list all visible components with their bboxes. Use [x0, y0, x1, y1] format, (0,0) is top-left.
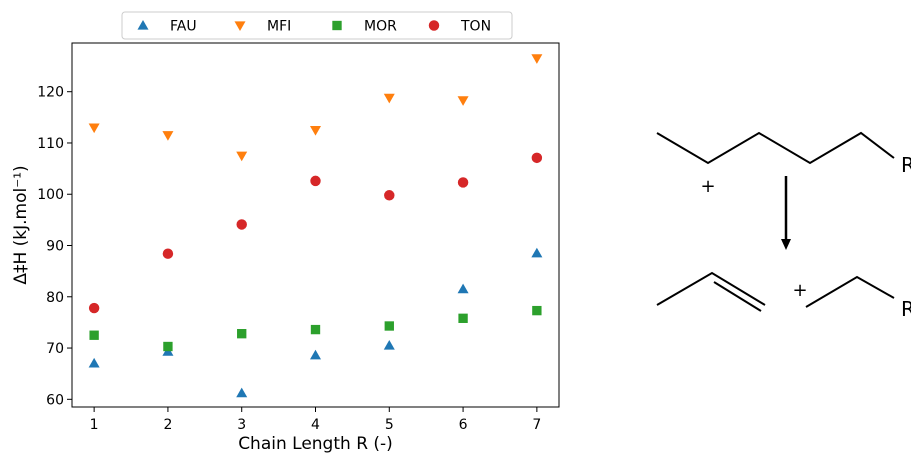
legend-marker-mor [332, 20, 342, 31]
y-tick-label: 120 [37, 85, 64, 101]
point-ton [162, 248, 174, 259]
point-mor [532, 305, 542, 316]
point-fau [383, 339, 395, 350]
point-fau [236, 387, 248, 398]
fragment-chain [805, 275, 895, 308]
scatter-chart: FAU MFI MOR TON 1 2 3 4 5 6 7 60 70 80 90 100 110 120 Ch… [11, 11, 560, 453]
point-mor [237, 329, 247, 339]
point-ton [457, 177, 469, 188]
point-mfi [236, 151, 248, 162]
point-ton [384, 190, 395, 201]
x-tick-label: 6 [459, 417, 468, 433]
x-tick-label: 1 [90, 417, 99, 433]
data-points [88, 54, 543, 398]
point-ton [310, 175, 321, 187]
y-tick-label: 110 [37, 136, 64, 152]
reactant-molecule: R + [656, 131, 911, 197]
alkene-double-bond [713, 281, 762, 312]
point-mfi [88, 123, 100, 134]
point-fau [88, 357, 100, 368]
point-mor [89, 330, 99, 340]
point-fau [457, 283, 469, 294]
point-mfi [310, 126, 321, 136]
legend-label-mfi: MFI [267, 19, 291, 35]
point-mor [163, 341, 173, 352]
legend: FAU MFI MOR TON [121, 11, 513, 40]
point-mfi [162, 131, 174, 141]
x-tick-label: 4 [311, 417, 320, 433]
reaction-arrow [781, 176, 791, 250]
legend-marker-mfi [234, 21, 246, 31]
point-mor [384, 321, 394, 331]
point-fau [310, 349, 321, 360]
y-tick-label: 90 [46, 239, 64, 255]
x-tick-label: 5 [385, 417, 394, 433]
point-mfi [383, 93, 395, 104]
product-alkene [656, 271, 766, 312]
point-mfi [457, 96, 469, 106]
y-axis-label: Δ‡H (kJ.mol⁻¹) [11, 165, 31, 284]
point-mor [310, 324, 321, 335]
y-tick-label: 100 [37, 187, 64, 203]
point-ton [531, 152, 543, 164]
reactant-chain [656, 131, 895, 165]
product-fragment: R [805, 275, 911, 321]
y-tick-label: 70 [46, 341, 64, 357]
x-tick-label: 7 [532, 417, 541, 433]
legend-label-mor: MOR [364, 19, 397, 35]
point-mfi [531, 54, 543, 64]
point-ton [88, 302, 100, 314]
alkene-chain [656, 271, 766, 306]
legend-label-ton: TON [460, 19, 491, 35]
axis-ticks: 1 2 3 4 5 6 7 60 70 80 90 100 110 120 [37, 85, 541, 433]
x-tick-label: 2 [163, 417, 172, 433]
reactant-charge: + [700, 176, 715, 197]
point-ton [236, 219, 247, 230]
product-r-group: R [901, 297, 911, 321]
legend-label-fau: FAU [170, 19, 197, 35]
legend-marker-fau [137, 20, 149, 30]
product-plus: + [792, 280, 807, 301]
reaction-scheme: R + + R [656, 131, 911, 321]
point-fau [531, 247, 543, 258]
y-tick-label: 80 [46, 290, 64, 306]
y-tick-label: 60 [46, 392, 64, 408]
x-axis-label: Chain Length R (-) [238, 434, 393, 453]
point-mor [458, 313, 468, 323]
reactant-r-group: R [901, 153, 911, 177]
x-tick-label: 3 [237, 417, 246, 433]
legend-marker-ton [428, 20, 440, 31]
legend-frame [121, 11, 513, 40]
